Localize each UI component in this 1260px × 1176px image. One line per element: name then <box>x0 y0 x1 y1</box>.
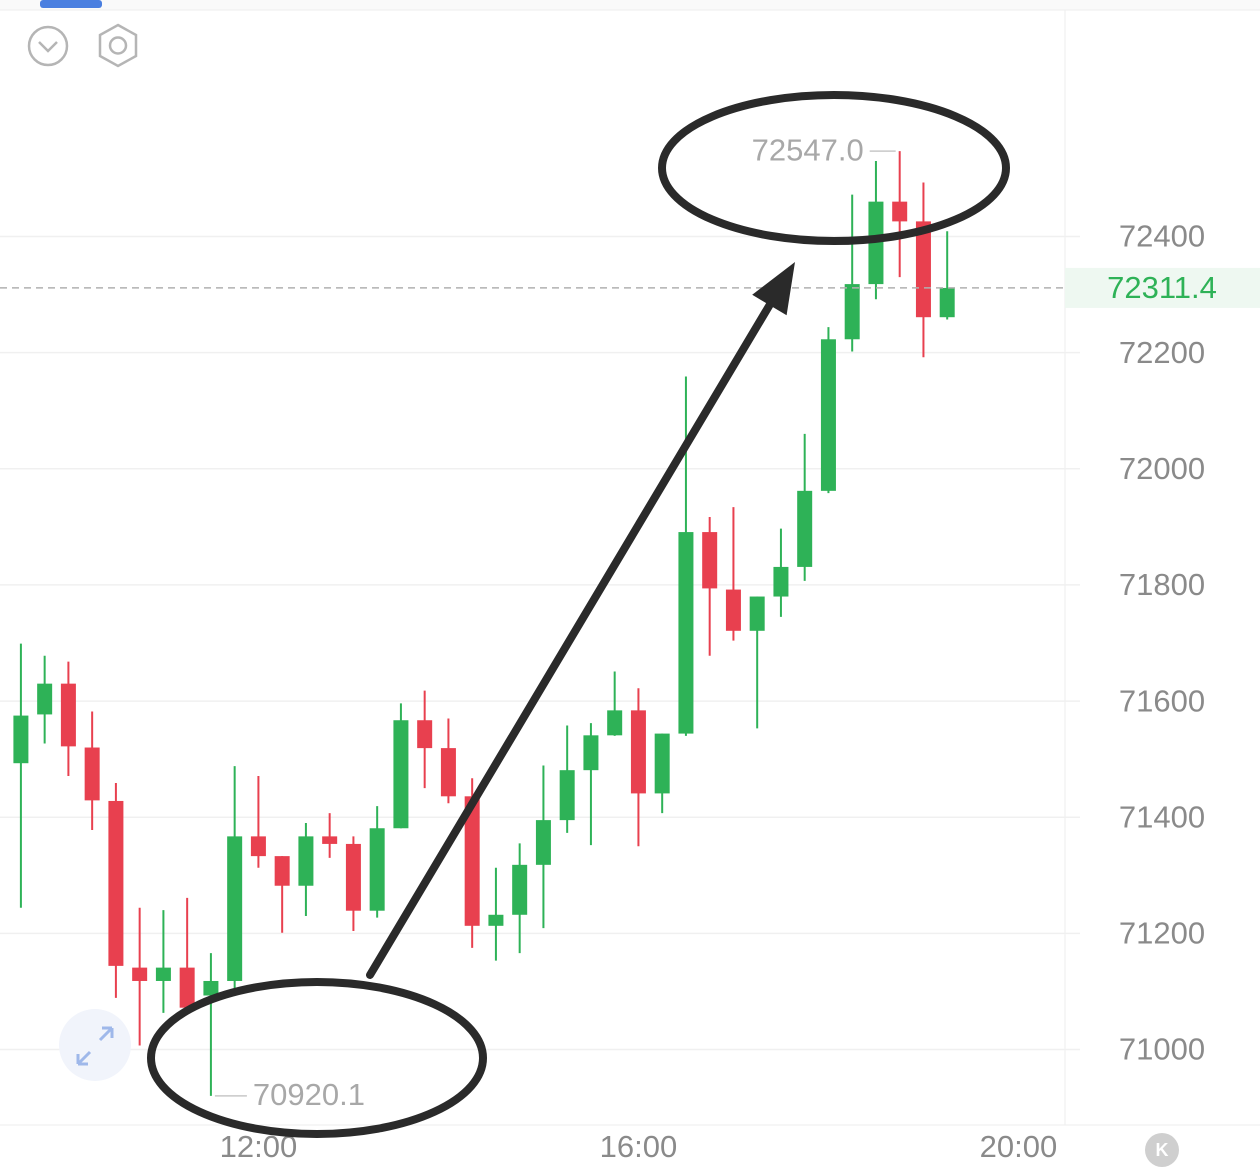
k-button[interactable]: K <box>1145 1133 1179 1167</box>
candle-body <box>820 339 836 491</box>
candle-body <box>203 980 219 996</box>
drawn-ellipse <box>147 978 487 1138</box>
candle-body <box>583 735 599 771</box>
candle-body <box>440 748 456 797</box>
drawn-ellipse <box>658 91 1010 245</box>
expand-circle <box>59 1009 131 1081</box>
settings-dot <box>108 36 128 55</box>
candle-body <box>678 532 694 734</box>
candle-body <box>488 914 504 926</box>
candle-body <box>939 287 955 318</box>
drawn-arrow-head <box>752 262 795 316</box>
candle-body <box>844 284 860 340</box>
candle-body <box>155 967 171 981</box>
dropdown-circle <box>27 25 69 67</box>
candle-body <box>345 843 361 911</box>
drawn-arrow-shaft <box>366 292 779 979</box>
candle-body <box>512 864 528 915</box>
candle-body <box>393 720 409 829</box>
candle-body <box>227 836 243 981</box>
candle-body <box>915 221 931 318</box>
candle-body <box>179 967 195 1008</box>
y-tick-label: 71800 <box>1119 567 1205 602</box>
top-strip <box>0 0 1260 10</box>
candle-body <box>417 720 433 749</box>
k-circle <box>1145 1133 1179 1167</box>
y-tick-label: 71200 <box>1119 916 1205 951</box>
candle-body <box>559 770 575 821</box>
candle-body <box>749 596 765 631</box>
plot-area: 71000 71200 71400 71600 71800 72000 72200 72400… <box>0 132 1260 1164</box>
k-label: K <box>1156 1140 1169 1160</box>
candle-body <box>250 836 266 857</box>
candle-body <box>702 532 718 589</box>
candle-body <box>298 836 314 886</box>
candle-body <box>654 733 670 794</box>
y-tick-label: 71600 <box>1119 683 1205 718</box>
candle-body <box>607 710 623 736</box>
y-tick-label: 72400 <box>1119 219 1205 254</box>
annotation-label: 70920.1 <box>253 1077 365 1112</box>
y-tick-label: 71400 <box>1119 799 1205 834</box>
candle-body <box>274 856 290 886</box>
candle-body <box>60 683 76 747</box>
expand-icon[interactable] <box>59 1009 131 1081</box>
y-tick-label: 72000 <box>1119 451 1205 486</box>
settings-hexagon <box>98 23 138 68</box>
candle-body <box>535 820 551 865</box>
drawn-markup <box>147 91 1010 1138</box>
candle-body <box>464 796 480 926</box>
candle-body <box>84 747 100 801</box>
candle-body <box>322 836 338 844</box>
last-price-label: 72311.4 <box>1107 270 1217 305</box>
candle-body <box>725 589 741 631</box>
last-price-box <box>1065 267 1260 308</box>
candle-body <box>630 710 646 794</box>
candle-body <box>773 566 789 597</box>
settings-icon[interactable] <box>98 23 138 68</box>
y-tick-label: 72200 <box>1119 335 1205 370</box>
expand-arrows <box>76 1026 114 1066</box>
active-tab[interactable] <box>40 0 102 8</box>
candle-body <box>797 490 813 567</box>
x-tick-label: 20:00 <box>980 1129 1058 1164</box>
candle-body <box>132 967 148 981</box>
annotation-label: 72547.0 <box>752 132 864 167</box>
candle-body <box>108 800 124 966</box>
dropdown-icon[interactable] <box>27 25 69 67</box>
candle-body <box>37 683 53 715</box>
candle-body <box>369 828 385 911</box>
x-tick-label: 16:00 <box>600 1129 678 1164</box>
candle-body <box>892 201 908 222</box>
y-tick-label: 71000 <box>1119 1032 1205 1067</box>
dropdown-chevron <box>38 41 58 53</box>
candle-body <box>13 715 29 764</box>
candle-body <box>868 201 884 285</box>
